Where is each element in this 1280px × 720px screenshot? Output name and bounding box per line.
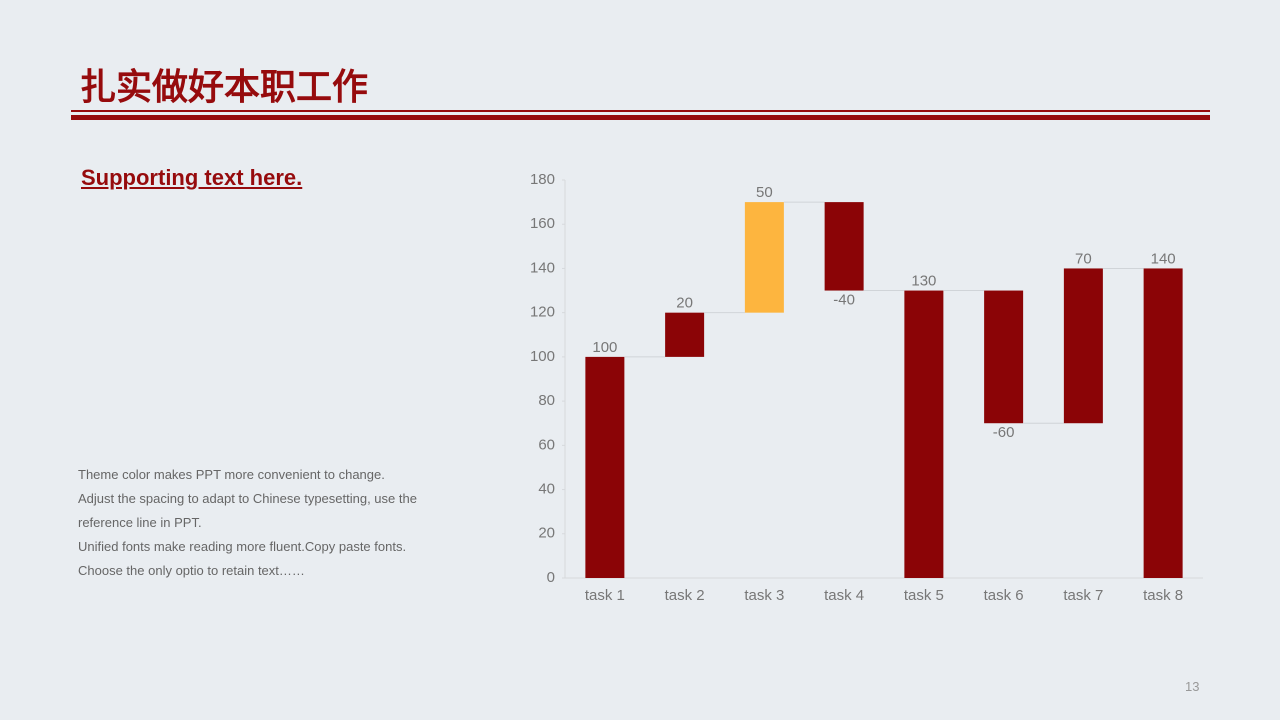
y-tick-label: 180 <box>530 171 555 188</box>
x-tick-label: task 8 <box>1143 587 1183 604</box>
y-tick-label: 60 <box>538 436 555 453</box>
y-tick-label: 20 <box>538 525 555 542</box>
body-line: Theme color makes PPT more convenient to… <box>78 467 385 482</box>
data-label: 130 <box>911 273 936 290</box>
x-tick-label: task 3 <box>744 587 784 604</box>
bar <box>984 290 1024 424</box>
y-tick-label: 80 <box>538 392 555 409</box>
bar <box>1143 268 1183 578</box>
x-tick-label: task 7 <box>1063 587 1103 604</box>
y-tick-label: 40 <box>538 481 555 498</box>
subtitle: Supporting text here. <box>81 165 303 190</box>
body-line: Choose the only optio to retain text…… <box>78 563 305 578</box>
y-tick-label: 160 <box>530 215 555 232</box>
data-label: 70 <box>1075 250 1092 267</box>
slide-title: 扎实做好本职工作 <box>80 66 369 107</box>
x-tick-label: task 4 <box>824 587 864 604</box>
x-tick-label: task 5 <box>904 587 944 604</box>
body-line: Unified fonts make reading more fluent.C… <box>78 539 407 554</box>
bar <box>1063 268 1103 424</box>
title-rule <box>71 115 1210 120</box>
bar <box>744 202 784 313</box>
data-label: 50 <box>756 184 773 201</box>
data-label: 20 <box>676 295 693 312</box>
y-tick-label: 0 <box>547 569 555 586</box>
body-text: Theme color makes PPT more convenient to… <box>78 463 417 583</box>
body-line: Adjust the spacing to adapt to Chinese t… <box>78 491 417 506</box>
x-tick-label: task 2 <box>665 587 705 604</box>
title-rule <box>71 110 1210 112</box>
data-label: 100 <box>592 339 617 356</box>
y-tick-label: 120 <box>530 304 555 321</box>
page-number: 13 <box>1185 679 1200 694</box>
x-tick-label: task 1 <box>585 587 625 604</box>
bar <box>665 312 705 357</box>
data-label: 140 <box>1151 250 1176 267</box>
bar <box>904 290 944 578</box>
bar <box>585 356 625 578</box>
data-label: -40 <box>833 292 855 309</box>
body-line: reference line in PPT. <box>78 515 202 530</box>
y-tick-label: 100 <box>530 348 555 365</box>
y-tick-label: 140 <box>530 259 555 276</box>
data-label: -60 <box>993 424 1015 441</box>
x-tick-label: task 6 <box>984 587 1024 604</box>
bar <box>824 202 864 291</box>
